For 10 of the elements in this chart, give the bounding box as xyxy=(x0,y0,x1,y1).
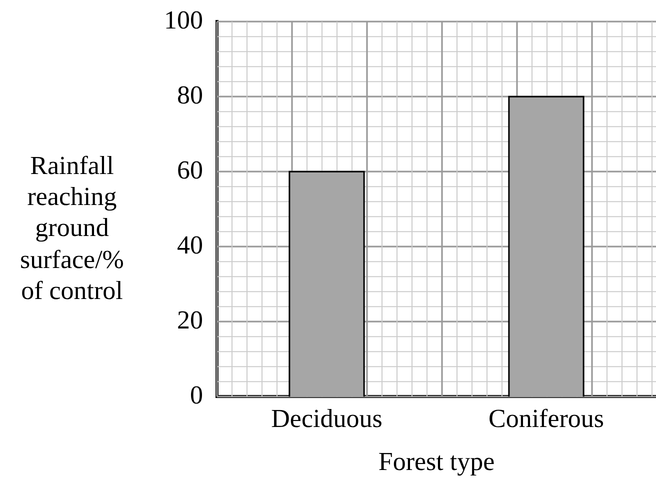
x-tick-label: Deciduous xyxy=(271,404,382,434)
y-tick-label: 40 xyxy=(177,230,203,260)
y-tick-label: 100 xyxy=(164,5,203,34)
x-axis-title: Forest type xyxy=(378,447,495,476)
y-tick-label: 60 xyxy=(177,155,203,184)
y-tick-label: 80 xyxy=(177,80,203,110)
y-tick-label: 0 xyxy=(190,380,203,410)
y-axis-title: Rainfall reaching ground surface/% of control xyxy=(19,150,125,306)
x-tick-label: Coniferous xyxy=(488,404,604,434)
y-tick-label: 20 xyxy=(177,305,203,334)
